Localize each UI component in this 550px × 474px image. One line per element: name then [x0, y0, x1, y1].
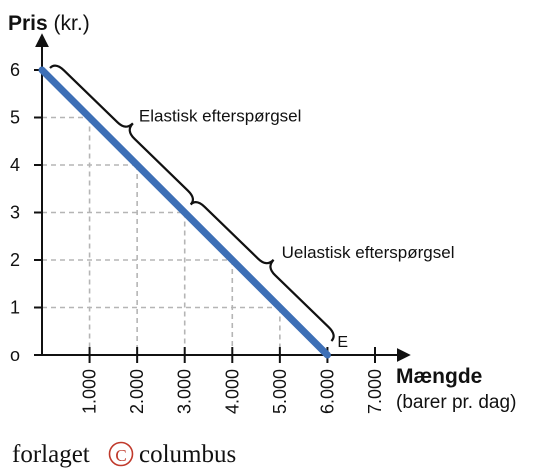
y-tick-label: 1 — [10, 298, 20, 318]
y-axis-title: Pris (kr.) — [8, 12, 90, 35]
annotations: Elastisk efterspørgsel Uelastisk efterspø… — [49, 64, 455, 351]
x-axis-label: Mængde — [396, 365, 482, 388]
elastic-brace — [49, 64, 195, 206]
axes — [34, 33, 411, 363]
x-axis-unit: (barer pr. dag) — [396, 392, 516, 413]
y-tick-label: 2 — [10, 250, 20, 270]
x-tick-label: 3.000 — [175, 369, 195, 414]
inelastic-label: Uelastisk efterspørgsel — [282, 243, 455, 262]
tick-labels: o 1 2 3 4 5 6 1.000 2.000 3.000 4.000 5.000 6.000 7.0… — [10, 60, 385, 414]
series — [38, 66, 331, 359]
equilibrium-label-e: E — [337, 334, 348, 351]
demand-line — [38, 66, 331, 359]
y-tick-label: 6 — [10, 60, 20, 80]
x-tick-label: 4.000 — [222, 369, 242, 414]
y-axis-label: Pris — [8, 12, 48, 35]
y-tick-label: 4 — [10, 155, 20, 175]
y-tick-label: 5 — [10, 108, 20, 128]
publisher-name-right: columbus — [139, 441, 236, 468]
y-tick-label: o — [10, 345, 20, 365]
publisher-logo: forlaget C columbus — [12, 441, 236, 468]
y-tick-label: 3 — [10, 203, 20, 223]
x-tick-label: 2.000 — [127, 369, 147, 414]
x-tick-label: 1.000 — [80, 369, 100, 414]
x-tick-label: 6.000 — [317, 369, 337, 414]
x-tick-label: 7.000 — [365, 369, 385, 414]
x-tick-label: 5.000 — [270, 369, 290, 414]
y-axis-unit: (kr.) — [54, 12, 90, 35]
inelastic-brace — [189, 201, 335, 342]
copyright-circle-icon — [108, 441, 134, 467]
publisher-name-left: forlaget — [12, 441, 90, 468]
elastic-label: Elastisk efterspørgsel — [139, 106, 302, 125]
copyright-symbol: C — [115, 446, 126, 465]
guide-lines — [42, 116, 281, 355]
